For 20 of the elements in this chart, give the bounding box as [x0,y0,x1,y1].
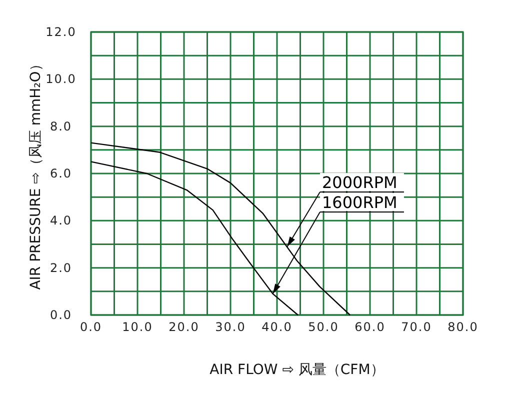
x-tick-label: 30.0 [215,320,246,334]
y-tick-label: 12.0 [46,25,76,39]
x-tick-label: 0.0 [80,320,102,334]
y-tick-label: 4.0 [50,214,72,228]
annotation: 2000RPM [322,173,398,192]
x-axis-title: AIR FLOW ⇨ 风量（CFM） [210,362,384,378]
x-tick-label: 70.0 [401,320,432,334]
x-tick-label: 40.0 [262,320,292,334]
x-tick-label: 50.0 [308,320,339,334]
y-tick-label: 2.0 [50,260,72,275]
y-axis-title: AIR PRESSURE ⇨（风压 mmH₂O） [28,57,44,290]
x-tick-label: 20.0 [168,320,200,334]
annotation: 1600RPM [322,193,398,212]
x-tick-label: 80.0 [448,320,478,334]
x-tick-label: 10.0 [122,320,153,334]
y-tick-label: 8.0 [50,119,72,134]
y-tick-label: 10.0 [46,72,76,86]
x-tick-label: 60.0 [354,320,386,334]
y-tick-label: 6.0 [50,166,72,180]
y-tick-label: 0.0 [50,308,72,322]
